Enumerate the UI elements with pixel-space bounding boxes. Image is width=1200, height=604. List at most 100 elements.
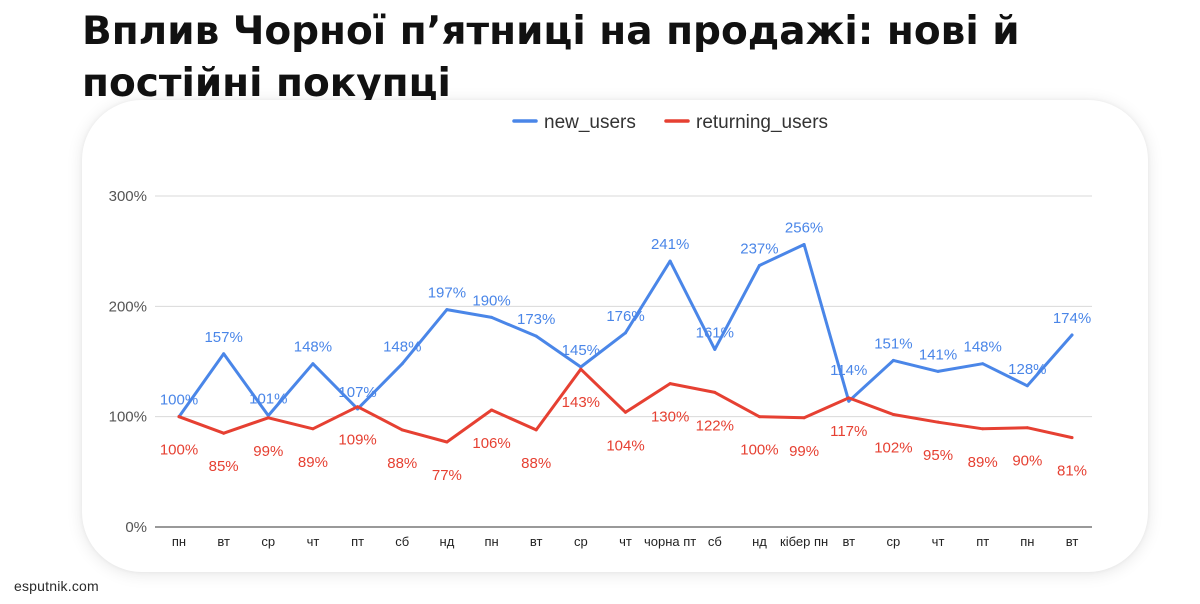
x-tick-label: ср [574, 534, 588, 549]
data-label-returning-users: 106% [472, 435, 510, 452]
x-tick-label: чт [307, 534, 320, 549]
data-label-returning-users: 100% [160, 442, 198, 459]
series-line-returning-users [177, 367, 1074, 444]
data-point-new-users [534, 334, 538, 338]
data-label-new-users: 190% [472, 292, 510, 309]
x-tick-label: нд [440, 534, 455, 549]
data-label-returning-users: 89% [298, 454, 328, 471]
data-point-new-users [624, 331, 627, 335]
data-label-returning-users: 122% [696, 417, 734, 434]
x-tick-label: пн [1020, 534, 1034, 549]
data-point-returning-users [847, 396, 851, 400]
data-label-returning-users: 89% [968, 454, 998, 471]
footer-source: esputnik.com [14, 578, 99, 594]
x-tick-label: вт [217, 534, 230, 549]
x-tick-label: чт [619, 534, 632, 549]
data-label-new-users: 197% [428, 285, 466, 302]
data-point-new-users [847, 399, 851, 403]
x-tick-label: чорна пт [644, 534, 696, 549]
data-label-returning-users: 95% [923, 447, 953, 464]
data-point-returning-users [624, 410, 627, 414]
data-label-new-users: 141% [919, 346, 957, 363]
data-point-returning-users [668, 382, 672, 386]
data-point-new-users [266, 414, 270, 418]
data-point-new-users [579, 365, 583, 369]
data-label-new-users: 176% [606, 308, 644, 325]
data-point-returning-users [266, 416, 270, 420]
data-label-returning-users: 90% [1012, 453, 1042, 470]
x-tick-label: пн [484, 534, 498, 549]
data-point-returning-users [311, 427, 315, 431]
data-point-new-users [981, 362, 985, 366]
series-line-new-users [177, 243, 1074, 419]
data-point-new-users [713, 347, 717, 351]
series-lines [177, 243, 1074, 444]
data-label-new-users: 107% [338, 384, 376, 401]
data-point-new-users [490, 315, 494, 319]
data-label-new-users: 174% [1053, 310, 1091, 327]
data-point-returning-users [802, 416, 806, 420]
data-point-returning-users [1025, 426, 1029, 430]
legend-label: returning_users [696, 112, 828, 133]
data-label-new-users: 101% [249, 391, 287, 408]
data-point-returning-users [534, 428, 538, 432]
data-point-returning-users [713, 390, 717, 394]
data-point-new-users [1025, 384, 1029, 388]
x-tick-label: ср [261, 534, 275, 549]
data-label-new-users: 256% [785, 220, 823, 237]
data-label-returning-users: 117% [830, 423, 867, 440]
data-point-returning-users [400, 428, 404, 432]
x-tick-label: сб [395, 534, 409, 549]
data-label-returning-users: 99% [253, 443, 283, 460]
data-label-returning-users: 81% [1057, 463, 1087, 480]
data-point-returning-users [757, 415, 761, 419]
data-label-new-users: 161% [696, 324, 734, 341]
data-point-new-users [891, 358, 895, 362]
data-label-new-users: 148% [294, 339, 332, 356]
x-tick-label: пт [351, 534, 364, 549]
data-point-new-users [802, 243, 806, 247]
data-point-new-users [936, 369, 940, 373]
data-point-returning-users [579, 367, 583, 371]
data-point-returning-users [891, 412, 895, 416]
data-label-returning-users: 99% [789, 443, 819, 460]
legend: new_users returning_users [512, 112, 828, 133]
data-label-new-users: 173% [517, 311, 555, 328]
data-label-returning-users: 77% [432, 467, 462, 484]
data-point-returning-users [177, 415, 181, 419]
data-label-new-users: 151% [874, 335, 912, 352]
data-label-new-users: 157% [204, 329, 242, 346]
data-label-returning-users: 88% [387, 455, 417, 472]
x-tick-label: вт [842, 534, 855, 549]
x-tick-label: чт [932, 534, 945, 549]
x-tick-label: ср [887, 534, 901, 549]
data-point-returning-users [936, 420, 940, 424]
data-label-new-users: 114% [830, 362, 867, 379]
page-title: Вплив Чорної п’ятниці на продажі: нові й… [82, 9, 1020, 106]
x-tick-label: пт [976, 534, 989, 549]
x-tick-label: пн [172, 534, 186, 549]
data-point-returning-users [1070, 436, 1074, 440]
data-label-returning-users: 88% [521, 455, 551, 472]
data-labels: 100% 157% 101% 148% 107% 148% 197% 190% 173% 145%… [160, 220, 1091, 484]
data-label-returning-users: 85% [209, 458, 239, 475]
data-point-returning-users [981, 427, 985, 431]
x-tick-label: нд [752, 534, 767, 549]
data-label-returning-users: 130% [651, 409, 689, 426]
data-point-new-users [311, 362, 315, 366]
data-label-returning-users: 109% [338, 432, 376, 449]
data-point-returning-users [445, 440, 449, 444]
gridlines [155, 195, 1092, 528]
y-axis-ticks: 0% 100% 200% 300% [109, 188, 147, 536]
x-tick-label: кібер пн [780, 534, 828, 549]
data-label-returning-users: 102% [874, 439, 912, 456]
data-label-returning-users: 104% [606, 437, 644, 454]
data-point-new-users [222, 352, 226, 356]
y-tick-label: 100% [109, 409, 147, 426]
data-label-new-users: 145% [562, 342, 600, 359]
x-tick-label: вт [1066, 534, 1079, 549]
data-point-new-users [445, 308, 449, 312]
data-label-returning-users: 143% [562, 394, 600, 411]
data-label-new-users: 100% [160, 392, 198, 409]
